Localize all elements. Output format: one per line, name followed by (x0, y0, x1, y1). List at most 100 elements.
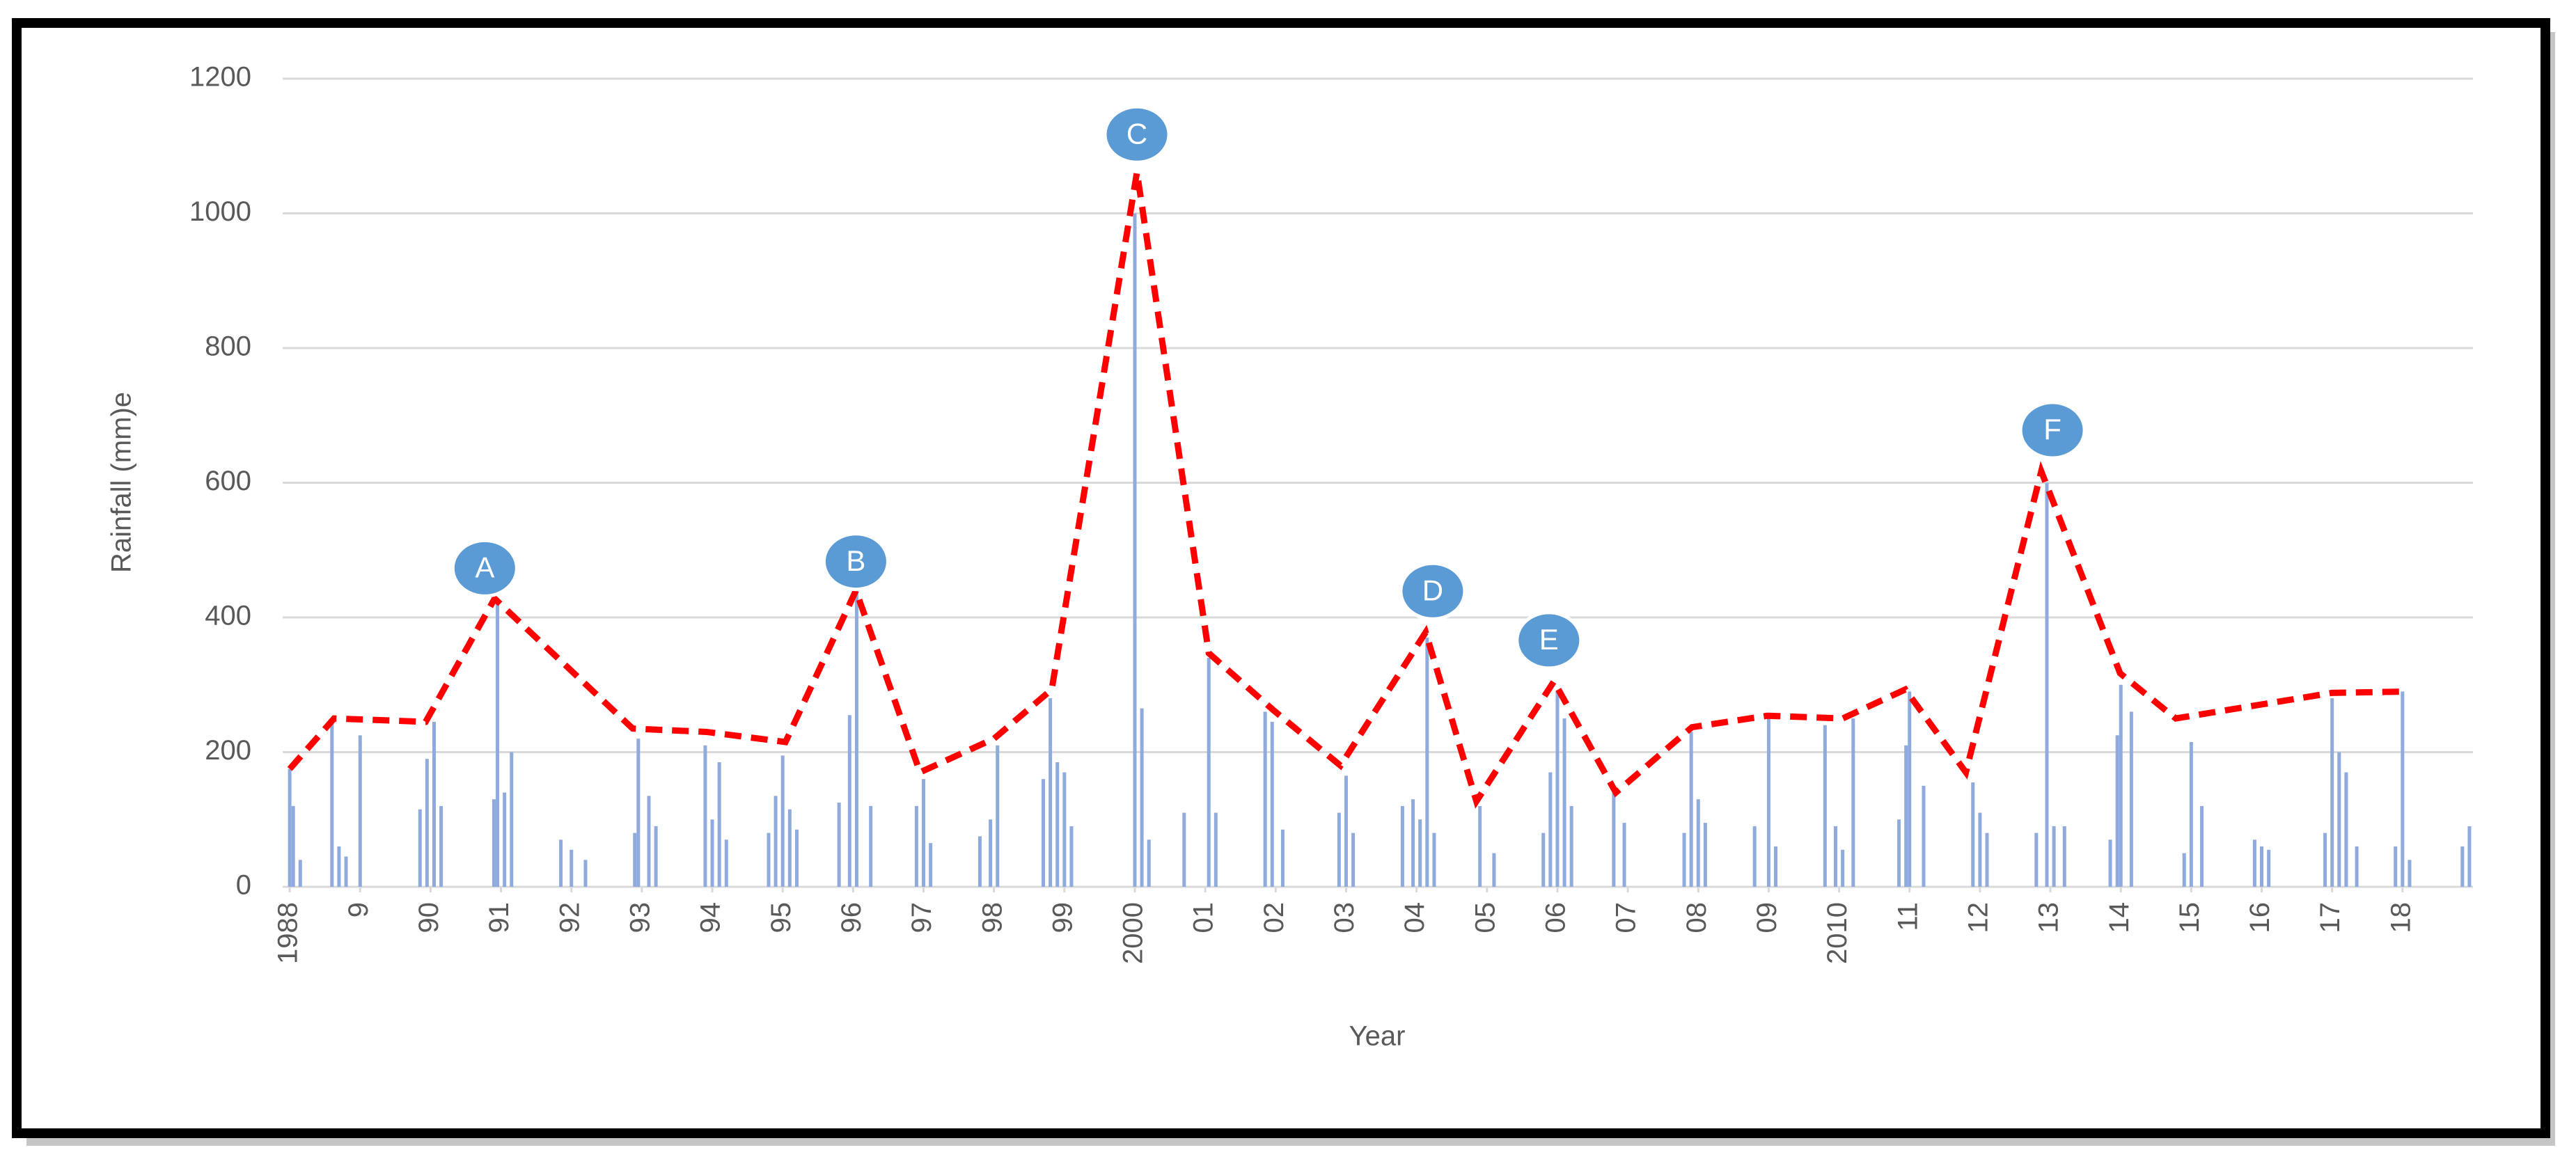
x-tick-label: 92 (554, 902, 585, 933)
x-tick-label: 99 (1047, 902, 1078, 933)
y-tick-label: 600 (205, 466, 251, 496)
annotation-marker (822, 532, 890, 592)
x-tick-label: 98 (977, 902, 1007, 933)
bar (2045, 482, 2049, 887)
bar (2323, 833, 2327, 887)
annotation-marker (1103, 104, 1171, 164)
bar (288, 768, 292, 887)
bar (2330, 698, 2334, 887)
bar (1042, 779, 1046, 887)
bar (1541, 833, 1546, 887)
y-tick-label: 200 (205, 735, 251, 766)
y-axis-label: Rainfall (mm)e (107, 392, 137, 573)
bar (847, 715, 851, 887)
bar (989, 819, 993, 887)
bar (570, 849, 574, 887)
bar (1555, 691, 1560, 887)
y-tick-label: 1200 (189, 62, 251, 93)
bar (418, 809, 422, 887)
bar (1985, 833, 1989, 887)
bar (854, 590, 858, 887)
frame (12, 18, 2550, 1138)
bar (2355, 846, 2359, 887)
bar (636, 739, 641, 887)
bar (1140, 708, 1144, 887)
y-tick-label: 800 (205, 331, 251, 362)
bar (869, 805, 873, 887)
bar (1147, 839, 1151, 887)
bar (1897, 819, 1901, 887)
bar (1478, 805, 1482, 887)
bar (724, 839, 728, 887)
bar (794, 829, 799, 887)
bar (439, 805, 443, 887)
bar (1214, 812, 1218, 887)
bar (1752, 826, 1757, 887)
bar (358, 735, 362, 887)
bar (432, 721, 436, 887)
bar (717, 762, 721, 887)
bar (1351, 833, 1356, 887)
bar (496, 598, 500, 887)
x-tick-label: 12 (1963, 902, 1993, 933)
bar (2119, 684, 2123, 887)
bar (647, 796, 651, 887)
bar (291, 805, 295, 887)
bar (1703, 823, 1707, 887)
x-tick-label: 08 (1681, 902, 1712, 933)
bar (1344, 775, 1348, 887)
x-tick-label: 91 (484, 902, 515, 933)
bar (2267, 849, 2271, 887)
bar (1418, 819, 1422, 887)
bar (710, 819, 714, 887)
x-tick-label: 2000 (1118, 902, 1149, 964)
bar (2200, 805, 2204, 887)
annotation-marker (1399, 561, 1467, 621)
bar (703, 745, 707, 887)
bar (1411, 799, 1415, 887)
bar (787, 809, 792, 887)
x-tick-label: 14 (2104, 902, 2135, 933)
bar (2408, 860, 2412, 887)
x-tick-label: 2010 (1822, 902, 1853, 964)
bar (330, 721, 334, 887)
bar (1569, 805, 1573, 887)
bar (425, 759, 429, 887)
x-tick-label: 15 (2174, 902, 2205, 933)
bar (1425, 638, 1429, 887)
bar (337, 846, 341, 887)
x-tick-label: 13 (2034, 902, 2064, 933)
bar (996, 745, 1000, 887)
bar (1207, 658, 1211, 887)
bar (1834, 826, 1838, 887)
bar (1182, 812, 1186, 887)
bar (2052, 826, 2056, 887)
bar (1263, 711, 1267, 887)
x-tick-label: 02 (1259, 902, 1289, 933)
bar (2108, 839, 2112, 887)
x-tick-label: 95 (766, 902, 796, 933)
bar (2467, 826, 2472, 887)
bar (1766, 718, 1770, 887)
x-tick-label: 93 (625, 902, 655, 933)
bar (1971, 782, 1975, 887)
bar (1270, 721, 1274, 887)
bar (1622, 823, 1626, 887)
annotation-marker (2018, 400, 2087, 460)
bar (1062, 772, 1067, 887)
annotation-label: D (1422, 574, 1443, 606)
x-tick-label: 97 (906, 902, 937, 933)
annotation-marker (1515, 610, 1583, 670)
bar (780, 755, 785, 887)
bar (2115, 735, 2119, 887)
annotation-label: E (1539, 623, 1559, 656)
x-tick-label: 96 (836, 902, 867, 933)
x-tick-label: 06 (1541, 902, 1571, 933)
x-tick-label: 11 (1892, 902, 1923, 931)
bar (2252, 839, 2256, 887)
bar (929, 843, 933, 887)
annotation-label: A (475, 551, 494, 583)
bar (1432, 833, 1436, 887)
bar (1548, 772, 1553, 887)
